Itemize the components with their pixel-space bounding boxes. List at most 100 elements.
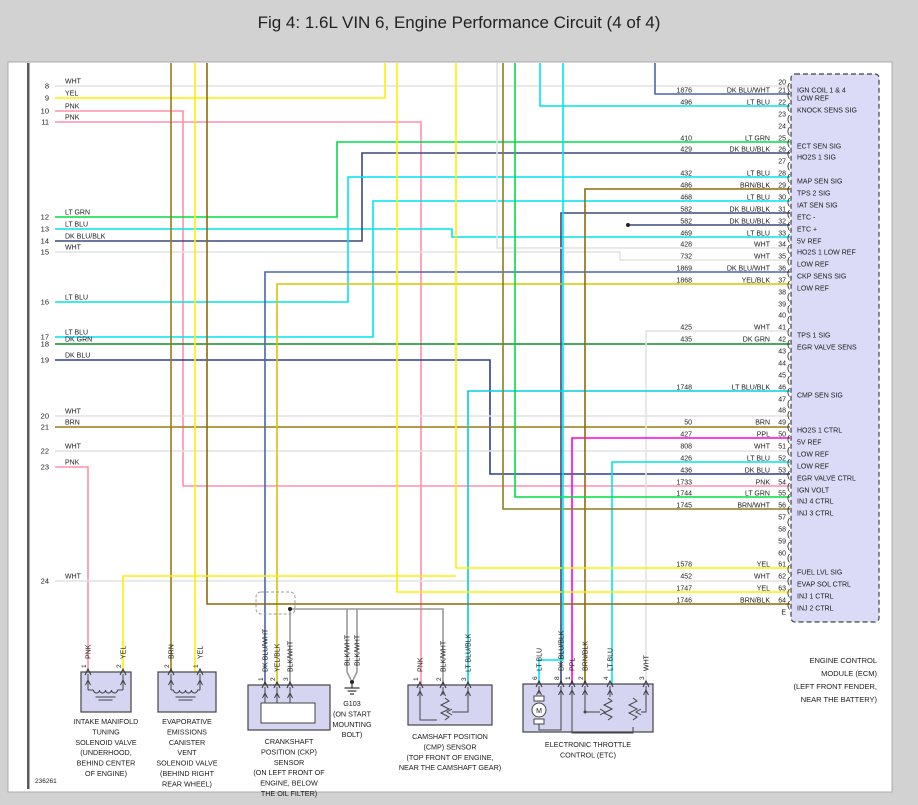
camshaft-position-sensor-box xyxy=(407,684,493,726)
intake-manifold-tuning-solenoid-caption: SOLENOID VALVE xyxy=(75,738,136,747)
etc-inner-wire xyxy=(538,694,562,731)
left-wire-color-label: LT BLU xyxy=(65,222,88,229)
inner-arrow xyxy=(582,688,588,696)
component-wire-color-label: LT BLU/BLK xyxy=(466,633,473,672)
pin-arrow xyxy=(84,667,92,676)
ecm-pin-bracket: ( xyxy=(787,600,790,610)
component-wire-color-label: YEL xyxy=(198,646,205,659)
ecm-pin-bracket: ( xyxy=(787,588,790,598)
evap-canister-vent-solenoid-caption: EVAPORATIVE xyxy=(162,717,212,726)
left-wire-color-label: WHT xyxy=(65,409,82,416)
ecm-wire-color: WHT xyxy=(754,254,771,261)
ecm-pin-label: LOW REF xyxy=(797,96,829,103)
ecm-wire-color: DK BLU/WHT xyxy=(727,88,771,95)
coil-bumps xyxy=(93,689,118,694)
component-pin-number: 6 xyxy=(532,676,539,680)
evap-canister-vent-solenoid-caption: EMISSIONS xyxy=(167,727,207,736)
pin-arrow xyxy=(606,679,614,688)
intake-manifold-tuning-solenoid-caption: (UNDERHOOD, xyxy=(80,748,132,757)
crankshaft-position-sensor-caption: CRANKSHAFT xyxy=(265,737,314,746)
ecm-circuit-number: 496 xyxy=(680,100,692,107)
component-wire-color-label: BLK/WHT xyxy=(288,640,295,672)
ecm-pin-label: TPS 2 SIG xyxy=(797,191,830,198)
ecm-pin-label: 5V REF xyxy=(797,239,822,246)
ecm-box xyxy=(790,73,880,623)
wire-lt-blu-blk xyxy=(467,390,790,685)
pot-wiper-arrow xyxy=(635,708,642,716)
ecm-pin-number: 25 xyxy=(778,136,786,143)
ecm-pin-number: 57 xyxy=(778,515,786,522)
left-pin-number: 19 xyxy=(41,356,49,365)
electronic-throttle-control-caption: ELECTRONIC THROTTLE xyxy=(545,740,631,749)
ecm-pin-number: 61 xyxy=(778,562,786,569)
component-pin-number: 1 xyxy=(258,677,265,681)
ecm-pin-bracket: ( xyxy=(787,315,790,325)
ecm-circuit-number: 1869 xyxy=(676,266,692,273)
wire-dk-blu-wht xyxy=(654,63,790,95)
wire-brn-wht xyxy=(502,63,790,510)
ecm-caption-line: MODULE (ECM) xyxy=(821,669,877,678)
figure-title-bar: Fig 4: 1.6L VIN 6, Engine Performance Ci… xyxy=(0,0,918,62)
ecm-pin-label: EVAP SOL CTRL xyxy=(797,582,851,589)
wire-wht xyxy=(496,63,790,249)
ecm-circuit-number: 468 xyxy=(680,195,692,202)
ecm-pin-label: IAT SEN SIG xyxy=(797,203,838,210)
pin-arrow xyxy=(119,667,127,676)
cmp-wiper-arrow xyxy=(446,708,453,716)
ecm-circuit-number: 1746 xyxy=(676,598,692,605)
pin-arrow xyxy=(196,667,204,676)
ecm-circuit-number: 469 xyxy=(680,231,692,238)
ecm-pin-label: LOW REF xyxy=(797,464,829,471)
ecm-wire-color: WHT xyxy=(754,574,771,581)
figure-title: Fig 4: 1.6L VIN 6, Engine Performance Ci… xyxy=(257,13,661,32)
ecm-circuit-number: 435 xyxy=(680,337,692,344)
ecm-circuit-number: 1876 xyxy=(676,88,692,95)
ecm-pin-bracket: ( xyxy=(787,339,790,349)
ecm-wire-color: YEL xyxy=(757,562,770,569)
left-pin-number: 16 xyxy=(41,298,49,307)
ecm-caption-line: NEAR THE BATTERY) xyxy=(801,695,878,704)
component-wire-color-label: LT BLU xyxy=(537,648,544,671)
inner-arrow xyxy=(168,678,174,686)
ecm-pin-label: INJ 1 CTRL xyxy=(797,594,834,601)
ecm-wire-color: DK BLU/BLK xyxy=(730,219,771,226)
ecm-pin-bracket: ( xyxy=(787,564,790,574)
inner-arrow xyxy=(120,678,126,686)
ecm-pin-number: 53 xyxy=(778,468,786,475)
ecm-pin-number: 24 xyxy=(778,124,786,131)
ecm-caption-line: ENGINE CONTROL xyxy=(809,656,877,665)
ecm-wire-color: WHT xyxy=(754,325,771,332)
component-wire-color-label: BRN xyxy=(169,644,176,659)
ecm-pin-number: 39 xyxy=(778,302,786,309)
ecm-pin-bracket: ( xyxy=(787,90,790,100)
ecm-circuit-number: 426 xyxy=(680,456,692,463)
ecm-pin-bracket: ( xyxy=(787,185,790,195)
ecm-pin-label: EGR VALVE SENS xyxy=(797,345,857,352)
ecm-pin-bracket: ( xyxy=(787,126,790,136)
ecm-wire-color: LT BLU xyxy=(747,231,770,238)
inner-arrow xyxy=(558,688,564,696)
ecm-pin-bracket: ( xyxy=(787,541,790,551)
evap-canister-vent-solenoid-caption: SOLENOID VALVE xyxy=(156,759,217,768)
ecm-circuit-number: 1748 xyxy=(676,385,692,392)
inner-arrow xyxy=(197,678,203,686)
ecm-pin-bracket: ( xyxy=(787,505,790,515)
ecm-circuit-number: 582 xyxy=(680,219,692,226)
ecm-pin-number: E xyxy=(781,610,786,617)
wire-dk-blu xyxy=(55,359,790,475)
ecm-pin-bracket: ( xyxy=(787,197,790,207)
inner-arrow xyxy=(643,688,649,696)
left-pin-number: 24 xyxy=(41,577,49,586)
ecm-pin-bracket: ( xyxy=(787,399,790,409)
ecm-pin-bracket: ( xyxy=(787,209,790,219)
cmp-inner-wire xyxy=(452,695,469,713)
ecm-circuit-number: 427 xyxy=(680,432,692,439)
ecm-pin-number: 56 xyxy=(778,503,786,510)
inner-arrow xyxy=(536,688,542,696)
wire-blk-wht xyxy=(346,609,352,681)
ecm-pin-number: 30 xyxy=(778,195,786,202)
ecm-pin-bracket: ( xyxy=(787,410,790,420)
left-pin-number: 22 xyxy=(41,447,49,456)
inner-arrow xyxy=(465,689,471,697)
ecm-pin-label: LOW REF xyxy=(797,452,829,459)
